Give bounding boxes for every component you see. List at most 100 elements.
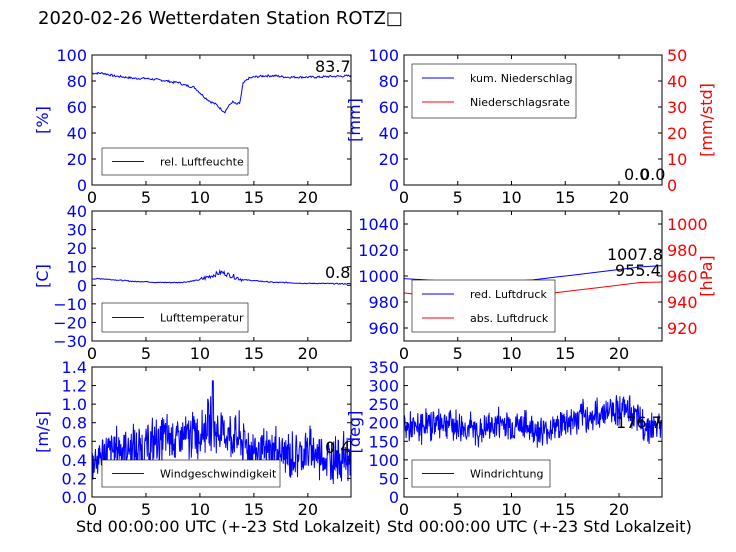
bottom-left-xlabel: Std 00:00:00 UTC (+-23 Std Lokalzeit) — [76, 517, 381, 536]
series-line-temperature-0 — [91, 268, 351, 285]
y-tick-label: 100 — [368, 46, 399, 65]
y-tick-label: 100 — [56, 46, 87, 65]
y2-tick-label: 0 — [667, 176, 677, 195]
y2-tick-label: 1000 — [667, 215, 708, 234]
y-tick-label: 0 — [389, 488, 399, 507]
y-tick-label: 0.8 — [62, 414, 87, 433]
chart-wind-speed: 0 5 10 15 200.00.20.40.60.81.01.21.4[m/s]Win… — [33, 358, 352, 519]
y-tick-label: 0.6 — [62, 432, 87, 451]
y-tick-label: −30 — [53, 332, 87, 351]
y-tick-label: 60 — [379, 98, 399, 117]
series-line-humidity-0 — [91, 71, 352, 114]
x-tick-label: 20 — [609, 344, 629, 363]
y-tick-label: 1040 — [358, 215, 399, 234]
value-annotation: 0.0 — [640, 165, 665, 184]
axes-frame-precipitation — [403, 54, 663, 186]
y-tick-label: 80 — [67, 72, 87, 91]
y-axis-label: [mm] — [345, 98, 364, 142]
chart-precipitation: 0 5 10 15 2002040608010001020304050[mm/std][… — [345, 46, 716, 207]
legend-entry: red. Luftdruck — [470, 288, 547, 301]
y-tick-label: 0.4 — [62, 451, 87, 470]
y-tick-label: 1.2 — [62, 377, 87, 396]
y-tick-label: 0 — [77, 176, 87, 195]
legend-entry: Niederschlagsrate — [470, 96, 570, 109]
x-tick-label: 5 — [141, 188, 151, 207]
y-tick-label: 80 — [379, 72, 399, 91]
y2-tick-label: 40 — [667, 72, 687, 91]
x-tick-label: 15 — [244, 188, 264, 207]
chart-temperature: 0 5 10 15 20−30−20−10010203040[C]Lufttempera… — [33, 202, 352, 363]
value-annotation: 176.7 — [616, 413, 662, 432]
value-annotation: 83.7 — [315, 57, 351, 76]
x-tick-label: 15 — [244, 344, 264, 363]
x-tick-label: 5 — [453, 500, 463, 519]
series-line-wind-speed-0 — [91, 380, 352, 485]
y-tick-label: 10 — [67, 258, 87, 277]
y-tick-label: 200 — [368, 414, 399, 433]
x-tick-label: 0 — [399, 500, 409, 519]
legend-entry: Windrichtung — [470, 468, 543, 481]
x-tick-label: 0 — [87, 500, 97, 519]
legend-entry: kum. Niederschlag — [470, 72, 573, 85]
y-tick-label: 0 — [77, 276, 87, 295]
y-tick-label: 0 — [389, 176, 399, 195]
legend-box-precipitation — [411, 63, 577, 119]
y-tick-label: 300 — [368, 377, 399, 396]
legend-entry: rel. Luftfeuchte — [160, 156, 244, 169]
y-tick-label: 960 — [368, 319, 399, 338]
y-tick-label: 60 — [67, 98, 87, 117]
value-annotation: 0.4 — [325, 438, 350, 457]
y-axis-label: [%] — [33, 106, 52, 134]
legend-box-pressure — [411, 279, 556, 333]
y-tick-label: 250 — [368, 395, 399, 414]
x-tick-label: 20 — [298, 500, 318, 519]
y2-tick-label: 980 — [667, 241, 698, 260]
y2-tick-label: 10 — [667, 150, 687, 169]
value-annotation: 0.8 — [325, 263, 350, 282]
y2-tick-label: 30 — [667, 98, 687, 117]
y2-tick-label: 20 — [667, 124, 687, 143]
y-tick-label: 20 — [67, 150, 87, 169]
y-tick-label: 1020 — [358, 241, 399, 260]
y-tick-label: 1.4 — [62, 358, 87, 377]
y-tick-label: 0.0 — [62, 488, 87, 507]
x-tick-label: 10 — [190, 188, 210, 207]
bottom-right-xlabel: Std 00:00:00 UTC (+-23 Std Lokalzeit) — [387, 517, 692, 536]
y2-tick-label: 50 — [667, 46, 687, 65]
y-tick-label: −10 — [53, 295, 87, 314]
axes-frame-humidity — [91, 54, 352, 186]
y-tick-label: 0.2 — [62, 469, 87, 488]
y-tick-label: 980 — [368, 293, 399, 312]
x-tick-label: 15 — [555, 188, 575, 207]
x-tick-label: 10 — [501, 188, 521, 207]
y-tick-label: 350 — [368, 358, 399, 377]
y-tick-label: −20 — [53, 313, 87, 332]
value-annotation: 955.4 — [615, 261, 661, 280]
y2-tick-label: 920 — [667, 319, 698, 338]
chart-pressure: 0 5 10 15 2096098010001020104092094096098010… — [358, 210, 716, 363]
y-axis-label: [C] — [33, 264, 52, 288]
x-tick-label: 5 — [453, 344, 463, 363]
x-tick-label: 15 — [244, 500, 264, 519]
y-tick-label: 1.0 — [62, 395, 87, 414]
legend-entry: Lufttemperatur — [160, 312, 244, 325]
chart-wind-direction: 0 5 10 15 20050100150200250300350[deg]Windri… — [345, 358, 663, 519]
legend-entry: Windgeschwindigkeit — [160, 468, 277, 481]
value-annotation: 0.0 — [624, 165, 649, 184]
x-tick-label: 0 — [87, 188, 97, 207]
y-tick-label: 40 — [67, 202, 87, 221]
x-tick-label: 5 — [141, 500, 151, 519]
x-tick-label: 5 — [141, 344, 151, 363]
y-tick-label: 1000 — [358, 267, 399, 286]
x-tick-label: 0 — [87, 344, 97, 363]
x-tick-label: 10 — [501, 500, 521, 519]
axes-frame-wind-speed — [91, 366, 352, 498]
axes-frame-temperature — [91, 210, 352, 342]
x-tick-label: 0 — [399, 188, 409, 207]
x-tick-label: 10 — [501, 344, 521, 363]
y-tick-label: 100 — [368, 451, 399, 470]
y-tick-label: 40 — [379, 124, 399, 143]
series-line-wind-direction-0 — [403, 395, 663, 448]
x-tick-label: 20 — [609, 188, 629, 207]
legend-entry: abs. Luftdruck — [470, 312, 549, 325]
